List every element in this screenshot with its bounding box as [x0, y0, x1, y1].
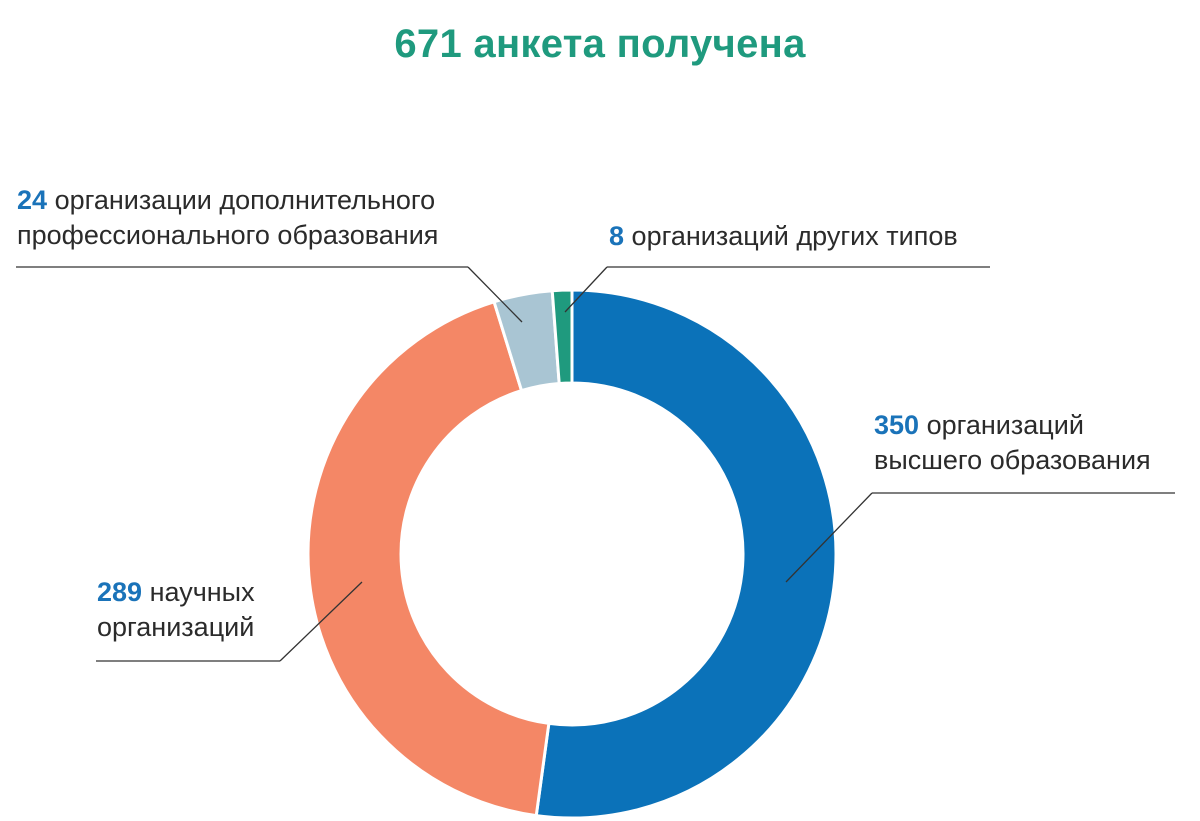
page-title: 671 анкета получена [394, 22, 806, 66]
label-other: 8 организаций других типов [609, 219, 958, 254]
text-additional-line2: профессионального образования [17, 220, 439, 250]
slice-scientific [306, 299, 551, 818]
count-additional: 24 [17, 185, 48, 215]
leader-line-other [564, 266, 608, 313]
leader-line-higher-education [785, 492, 873, 583]
text-other-line1: организаций других типов [631, 221, 958, 251]
count-scientific: 289 [97, 577, 143, 607]
slice-higher-education [534, 288, 838, 820]
label-scientific: 289 научных организаций [97, 575, 255, 645]
count-higher-education: 350 [874, 410, 920, 440]
label-higher-education: 350 организаций высшего образования [874, 408, 1151, 478]
count-other: 8 [609, 221, 625, 251]
leader-line-additional [467, 266, 523, 323]
label-additional: 24 организации дополнительного профессио… [17, 183, 438, 253]
slice-other [550, 288, 574, 386]
text-scientific-line1: научных [149, 577, 255, 607]
text-scientific-line2: организаций [97, 612, 255, 642]
text-higher-education-line1: организаций [926, 410, 1084, 440]
text-higher-education-line2: высшего образования [874, 445, 1151, 475]
text-additional-line1: организации дополнительного [54, 185, 436, 215]
leader-line-scientific [279, 581, 363, 662]
